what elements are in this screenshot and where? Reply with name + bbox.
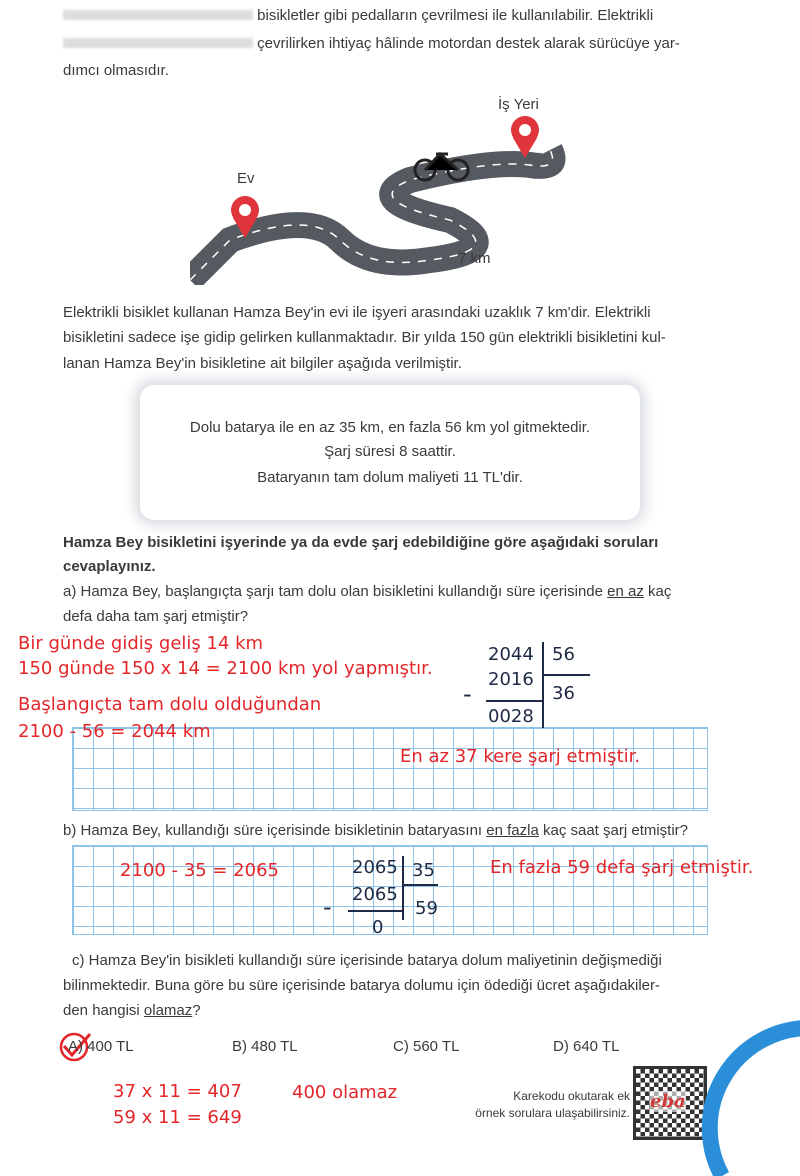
bicycle-icon (413, 151, 470, 182)
decorative-arc (701, 1020, 800, 1176)
question-a-line-2: defa daha tam şarj etmiştir? (63, 608, 249, 625)
question-c: bilinmektedir. Buna göre bu süre içerisi… (63, 977, 660, 994)
option-b[interactable]: B) 480 TL (232, 1038, 298, 1055)
instruction: Hamza Bey bisikletini işyerinde ya da ev… (63, 534, 659, 551)
paragraph-line: lanan Hamza Bey'in bisikletine ait bilgi… (63, 355, 462, 372)
home-label: Ev (237, 170, 255, 187)
handwritten-note: 150 günde 150 x 14 = 2100 km yol yapmışt… (18, 658, 433, 679)
map-pin-icon (511, 116, 539, 158)
map-pin-icon (231, 196, 259, 238)
option-a[interactable]: A) 400 TL (68, 1038, 134, 1055)
division-divisor: 56 (552, 644, 575, 665)
handwritten-note: Başlangıçta tam dolu olduğundan (18, 694, 322, 715)
option-c[interactable]: C) 560 TL (393, 1038, 460, 1055)
division-quotient: 59 (415, 898, 438, 919)
answer-b-result: En fazla 59 defa şarj etmiştir. (490, 857, 754, 878)
division-dividend: 2065 (352, 857, 398, 878)
division-subtract: 2065 (352, 884, 398, 905)
answer-a-result: En az 37 kere şarj etmiştir. (400, 746, 641, 767)
division-divisor: 35 (412, 860, 435, 881)
intro-line-1: bisikletler gibi pedalların çevrilmesi i… (63, 7, 653, 25)
handwritten-note: 2100 - 35 = 2065 (120, 860, 279, 881)
division-subtract: 2016 (488, 669, 534, 690)
qr-code[interactable]: eba (633, 1066, 707, 1140)
info-line: Bataryanın tam dolum maliyeti 11 TL'dir. (257, 469, 523, 486)
answer-c-conclusion: 400 olamaz (292, 1082, 398, 1103)
division-quotient: 36 (552, 683, 575, 704)
info-line: Dolu batarya ile en az 35 km, en fazla 5… (189, 419, 591, 436)
option-d[interactable]: D) 640 TL (553, 1038, 620, 1055)
handwritten-note: 59 x 11 = 649 (113, 1107, 242, 1128)
info-line: Şarj süresi 8 saattir. (324, 443, 456, 460)
intro-line-3: dımcı olmasıdır. (63, 62, 169, 79)
handwritten-note: Bir günde gidiş geliş 14 km (18, 633, 264, 654)
question-b: b) Hamza Bey, kullandığı süre içerisinde… (63, 822, 689, 839)
checkmark-icon (59, 1032, 92, 1062)
division-minus: - (323, 893, 332, 921)
question-c: den hangisi olamaz? (63, 1002, 201, 1019)
division-remainder: 0028 (488, 706, 534, 727)
division-remainder: 0 (372, 917, 384, 938)
division-dividend: 2044 (488, 644, 534, 665)
question-a: a) Hamza Bey, başlangıçta şarjı tam dolu… (63, 583, 672, 600)
paragraph-line: bisikletini sadece işe gidip gelirken ku… (63, 329, 666, 346)
division-minus: - (463, 680, 472, 708)
answer-grid-a (72, 727, 708, 811)
qr-caption: örnek sorulara ulaşabilirsiniz. (475, 1106, 630, 1120)
road-illustration (190, 116, 566, 285)
intro-line-2: çevrilirken ihtiyaç hâlinde motordan des… (63, 35, 680, 53)
handwritten-note: 2100 - 56 = 2044 km (18, 721, 211, 742)
instruction: cevaplayınız. (63, 558, 156, 575)
answer-grid-b (72, 845, 708, 935)
qr-caption: Karekodu okutarak ek (513, 1089, 630, 1103)
workplace-label: İş Yeri (498, 96, 539, 113)
handwritten-note: 37 x 11 = 407 (113, 1081, 242, 1102)
question-c: c) Hamza Bey'in bisikleti kullandığı sür… (72, 952, 662, 969)
eba-logo: eba (650, 1091, 686, 1112)
distance-label: 7 km (458, 250, 491, 267)
info-box: Dolu batarya ile en az 35 km, en fazla 5… (140, 385, 640, 520)
paragraph-line: Elektrikli bisiklet kullanan Hamza Bey'i… (63, 304, 651, 321)
